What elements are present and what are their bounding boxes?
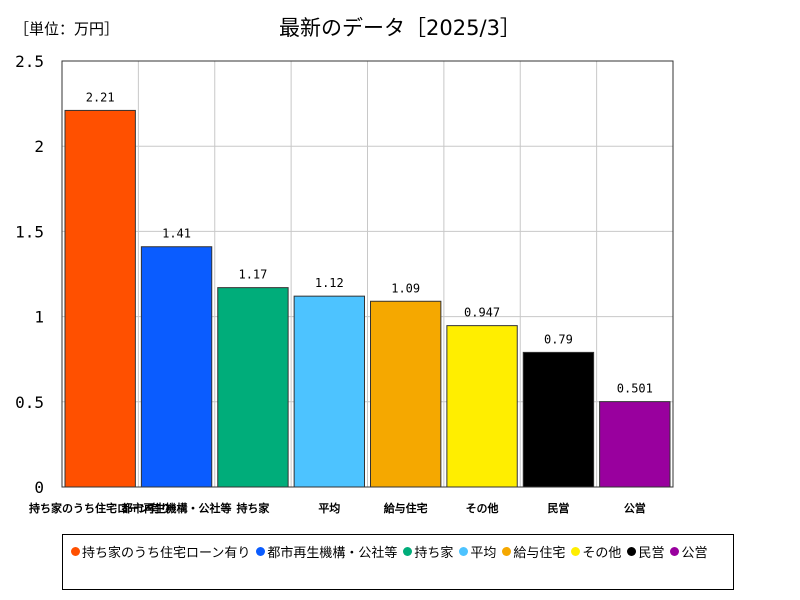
x-category-label: 持ち家のうち住宅ローン有り xyxy=(29,501,171,515)
legend-label: 民営 xyxy=(638,546,665,561)
bar xyxy=(140,246,213,488)
legend-marker-icon xyxy=(403,547,413,556)
x-category-label: 公営 xyxy=(624,501,646,515)
y-tick-label: 2 xyxy=(34,137,44,156)
value-label: 1.41 xyxy=(162,227,191,241)
bar xyxy=(446,325,518,488)
legend-item: その他 xyxy=(571,541,621,562)
unit-label: ［単位：万円］ xyxy=(14,20,120,38)
legend-item: 民営 xyxy=(627,541,664,562)
bar xyxy=(64,109,136,488)
legend-marker-icon xyxy=(670,547,680,556)
legend-item: 持ち家 xyxy=(403,541,453,562)
bar xyxy=(293,295,365,488)
y-tick-label: 1 xyxy=(34,308,44,327)
value-label: 1.17 xyxy=(238,268,267,282)
legend-marker-icon xyxy=(256,547,266,556)
x-category-label: その他 xyxy=(466,501,499,515)
bar xyxy=(599,401,671,488)
x-category-label: 都市再生機構・公社等 xyxy=(121,501,232,515)
x-category-label: 持ち家 xyxy=(236,501,270,515)
bar xyxy=(522,351,595,488)
legend-item: 給与住宅 xyxy=(502,541,565,562)
legend-label: 持ち家のうち住宅ローン有り xyxy=(82,546,251,561)
x-category-label: 民営 xyxy=(547,501,569,515)
chart-title: 最新のデータ［2025/3］ xyxy=(279,16,521,40)
value-label: 2.21 xyxy=(86,90,115,104)
legend-label: その他 xyxy=(582,546,622,561)
legend-item: 都市再生機構・公社等 xyxy=(256,541,397,562)
bar xyxy=(370,300,442,488)
legend-item: 平均 xyxy=(459,541,496,562)
legend-item: 持ち家のうち住宅ローン有り xyxy=(71,541,250,562)
legend-item: 公営 xyxy=(670,541,707,562)
y-tick-label: 2.5 xyxy=(15,52,44,71)
value-label: 1.09 xyxy=(391,281,420,295)
legend-marker-icon xyxy=(627,547,637,556)
x-category-label: 給与住宅 xyxy=(384,501,428,515)
legend-label: 都市再生機構・公社等 xyxy=(267,546,398,561)
legend-label: 給与住宅 xyxy=(513,546,566,561)
legend-marker-icon xyxy=(71,547,80,556)
legend-label: 持ち家 xyxy=(414,546,454,561)
plot-frame xyxy=(61,60,674,488)
y-tick-label: 1.5 xyxy=(15,222,44,241)
y-tick-label: 0.5 xyxy=(15,393,44,412)
legend-marker-icon xyxy=(571,547,581,556)
value-label: 0.501 xyxy=(617,382,653,396)
value-label: 1.12 xyxy=(315,276,344,290)
legend-label: 公営 xyxy=(681,546,708,561)
legend-marker-icon xyxy=(502,547,512,556)
legend-label: 平均 xyxy=(470,546,497,561)
x-category-label: 平均 xyxy=(318,501,340,515)
value-label: 0.947 xyxy=(464,306,500,320)
chart-legend: 持ち家のうち住宅ローン有り 都市再生機構・公社等 持ち家 平均 給与住宅 その他 民営 公営 xyxy=(62,534,734,590)
legend-marker-icon xyxy=(459,547,469,556)
value-label: 0.79 xyxy=(544,332,573,346)
y-tick-label: 0 xyxy=(34,478,44,497)
bar xyxy=(217,287,289,488)
